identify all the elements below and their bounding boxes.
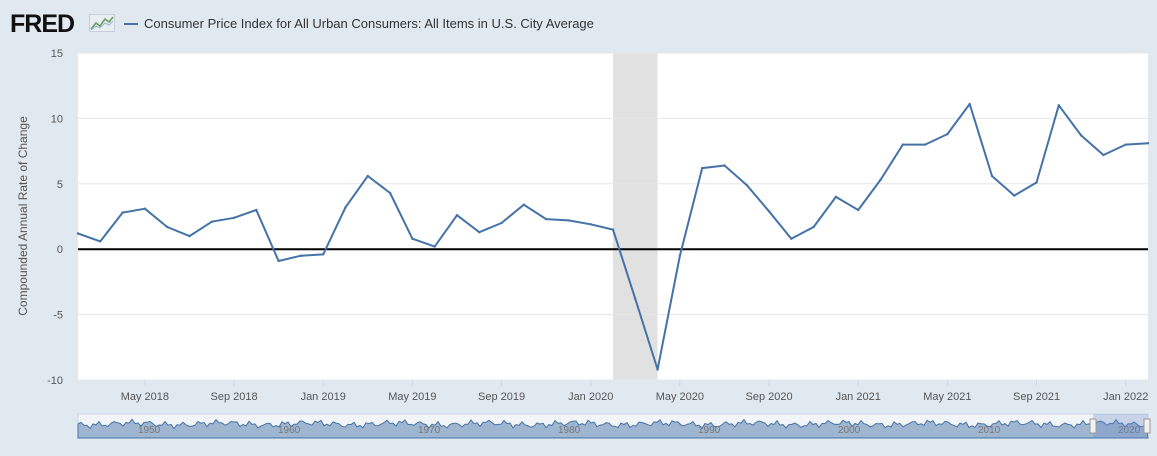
navigator-year-label: 1960 bbox=[278, 425, 301, 436]
data-point bbox=[99, 240, 102, 243]
data-point bbox=[790, 237, 793, 240]
y-tick-label: 0 bbox=[57, 244, 63, 256]
data-point bbox=[210, 220, 213, 223]
navigator-year-label: 2010 bbox=[978, 425, 1001, 436]
navigator-year-label: 1950 bbox=[138, 425, 161, 436]
data-point bbox=[901, 143, 904, 146]
series-layer bbox=[76, 102, 1150, 371]
y-tick-label: 10 bbox=[51, 113, 63, 125]
data-point bbox=[76, 232, 80, 235]
data-point bbox=[366, 174, 369, 178]
data-point bbox=[188, 234, 191, 238]
x-tick-label: Sep 2018 bbox=[210, 391, 257, 403]
x-tick-label: May 2018 bbox=[121, 391, 169, 403]
navigator-year-labels: 1950 1960 1970 1980 1990 2000 2010 2020 bbox=[138, 425, 1141, 436]
x-tick-label: Sep 2021 bbox=[1013, 391, 1060, 403]
x-tick-label: Sep 2020 bbox=[745, 391, 792, 403]
navigator-selection[interactable] bbox=[1093, 414, 1148, 438]
data-point bbox=[121, 211, 124, 214]
data-point bbox=[834, 195, 838, 199]
data-point bbox=[433, 245, 436, 248]
x-tick-label: May 2019 bbox=[388, 391, 436, 403]
data-point bbox=[634, 297, 637, 301]
x-tick-label: Jan 2022 bbox=[1103, 391, 1148, 403]
recession-shading bbox=[613, 53, 658, 380]
legend-swatch bbox=[124, 22, 138, 25]
data-point bbox=[990, 174, 994, 178]
x-tick-label: Jan 2021 bbox=[836, 391, 881, 403]
data-point bbox=[1057, 104, 1061, 107]
data-point bbox=[589, 223, 592, 226]
x-tick-label: May 2021 bbox=[923, 391, 971, 403]
data-point bbox=[723, 164, 726, 167]
fred-logo-chart-icon bbox=[89, 14, 115, 32]
range-navigator[interactable]: 1950 1960 1970 1980 1990 2000 2010 2020 bbox=[77, 413, 1151, 439]
data-point bbox=[946, 132, 949, 136]
data-point bbox=[1146, 142, 1150, 145]
data-point bbox=[700, 166, 704, 170]
data-point bbox=[388, 191, 392, 195]
chart-legend: Consumer Price Index for All Urban Consu… bbox=[124, 16, 594, 31]
y-tick-labels: 15 10 5 0 -5 -10 bbox=[47, 48, 63, 387]
legend-series-label: Consumer Price Index for All Urban Consu… bbox=[144, 16, 594, 31]
data-point bbox=[1013, 194, 1016, 197]
x-tick-label: May 2020 bbox=[656, 391, 704, 403]
chart-header: FRED Consumer Price Index for All Urban … bbox=[0, 0, 1157, 50]
fred-logo[interactable]: FRED bbox=[10, 10, 75, 38]
data-point bbox=[299, 254, 303, 257]
data-point bbox=[1102, 153, 1105, 157]
data-point bbox=[544, 217, 548, 221]
data-point bbox=[455, 213, 459, 217]
data-point bbox=[656, 368, 659, 371]
data-point bbox=[255, 208, 258, 212]
data-point bbox=[1035, 181, 1038, 184]
data-point bbox=[522, 203, 526, 206]
x-tick-labels: May 2018 Sep 2018 Jan 2019 May 2019 Sep 2019… bbox=[121, 380, 1148, 403]
data-point bbox=[611, 228, 615, 231]
data-point bbox=[857, 208, 860, 212]
navigator-history-line bbox=[77, 418, 1149, 439]
data-point bbox=[1079, 134, 1083, 137]
data-point bbox=[411, 237, 414, 240]
data-point bbox=[812, 225, 815, 229]
navigator-year-label: 1990 bbox=[698, 425, 721, 436]
recession-shading-layer bbox=[613, 53, 658, 380]
data-point bbox=[165, 225, 169, 229]
data-point bbox=[879, 178, 882, 182]
x-tick-label: Sep 2019 bbox=[478, 391, 525, 403]
navigator-year-label: 1980 bbox=[558, 425, 581, 436]
data-point bbox=[1124, 143, 1127, 146]
data-point bbox=[344, 206, 347, 209]
data-point bbox=[767, 210, 771, 213]
grid-lines bbox=[78, 52, 1148, 381]
data-point bbox=[322, 253, 325, 256]
y-tick-label: 15 bbox=[51, 48, 63, 60]
data-point bbox=[232, 216, 236, 220]
y-axis-title: Compounded Annual Rate of Change bbox=[16, 116, 30, 316]
x-tick-label: Jan 2020 bbox=[568, 391, 613, 403]
data-point bbox=[923, 143, 927, 146]
y-tick-label: -5 bbox=[53, 310, 63, 322]
data-point bbox=[745, 183, 748, 187]
data-point bbox=[478, 230, 481, 234]
data-point bbox=[678, 254, 682, 257]
data-point bbox=[277, 259, 280, 263]
navigator-year-label: 2020 bbox=[1118, 425, 1141, 436]
navigator-left-handle[interactable] bbox=[1089, 418, 1097, 434]
navigator-right-handle[interactable] bbox=[1143, 418, 1151, 434]
data-point bbox=[567, 219, 570, 222]
data-point bbox=[968, 102, 971, 106]
navigator-year-label: 2000 bbox=[838, 425, 861, 436]
data-point bbox=[500, 221, 503, 225]
y-tick-label: 5 bbox=[57, 179, 63, 191]
x-tick-label: Jan 2019 bbox=[301, 391, 346, 403]
y-tick-label: -10 bbox=[47, 375, 63, 387]
data-point bbox=[143, 207, 147, 210]
navigator-year-label: 1970 bbox=[418, 425, 441, 436]
